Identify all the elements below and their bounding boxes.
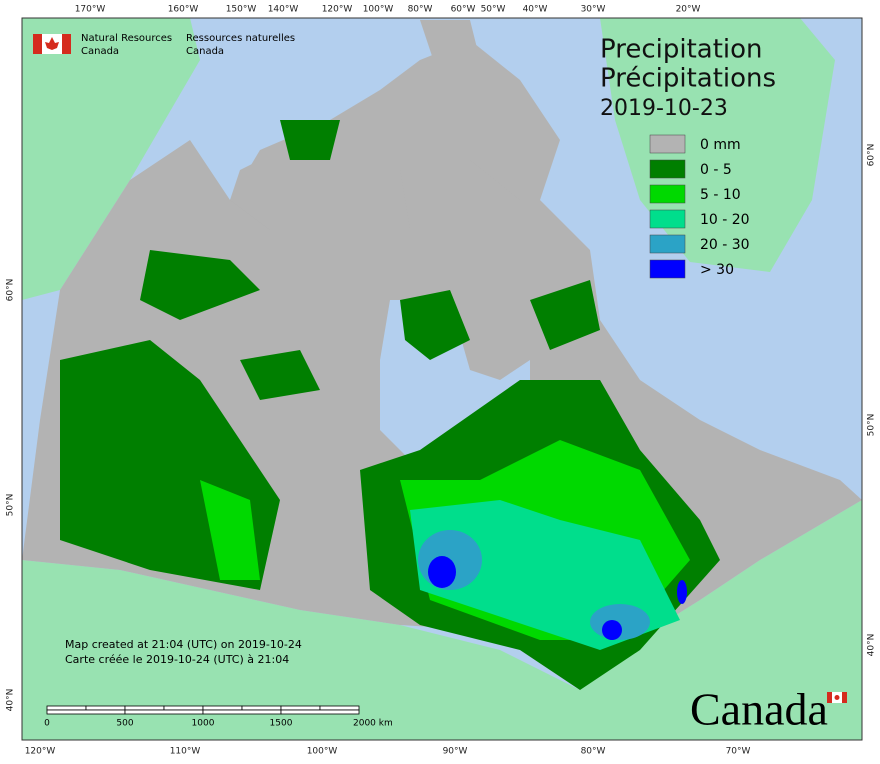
legend-label: > 30 (700, 262, 734, 278)
scale-segment (163, 705, 204, 711)
graticule-label: 20°W (676, 5, 701, 15)
precip-area (280, 120, 340, 160)
legend-swatch (649, 234, 686, 254)
graticule-label: 120°W (322, 5, 353, 15)
scale-segment (46, 705, 87, 711)
flag-band (33, 34, 42, 54)
graticule-label: 70°W (726, 747, 751, 757)
precip-area (602, 620, 622, 640)
legend-swatch (649, 209, 686, 229)
nrcan-signature: Natural Resources Canada Ressources natu… (33, 33, 295, 57)
graticule-label: 50°N (6, 494, 16, 517)
legend: 0 mm 0 - 5 5 - 10 10 - 20 20 - 30 > 30 (649, 134, 750, 279)
graticule-label: 60°W (451, 5, 476, 15)
graticule-label: 90°W (443, 747, 468, 757)
date: 2019-10-23 (600, 96, 728, 121)
org-name: Canada (186, 46, 224, 57)
graticule-label: 150°W (226, 5, 257, 15)
wordmark-flag (842, 692, 847, 703)
legend-label: 10 - 20 (700, 212, 750, 228)
legend-swatch (649, 184, 686, 204)
greenland (600, 18, 835, 272)
graticule-label: 100°W (307, 747, 338, 757)
org-name: Natural Resources (81, 33, 172, 44)
graticule-label: 30°W (581, 5, 606, 15)
legend-swatch (649, 134, 686, 154)
graticule-label: 60°N (867, 144, 877, 167)
note: Carte créée le 2019-10-24 (UTC) à 21:04 (65, 653, 289, 666)
legend-swatch (649, 259, 686, 279)
scale-segment (124, 709, 204, 715)
precip-area (400, 290, 470, 360)
alaska (22, 18, 200, 300)
graticule-label: 80°W (581, 747, 606, 757)
arctic-island (230, 140, 350, 230)
graticule-label: 50°N (867, 414, 877, 437)
graticule-label: 160°W (168, 5, 199, 15)
graticule-label: 80°W (408, 5, 433, 15)
graticule-label: 120°W (25, 747, 56, 757)
graticule: 170°W 160°W 150°W 140°W 120°W 100°W 80°W 60°W 50… (6, 5, 877, 757)
legend-label: 0 mm (700, 137, 741, 153)
arctic-island (400, 160, 520, 240)
scale-bar: 0 500 1000 1500 2000 km (44, 705, 393, 729)
graticule-label: 40°N (6, 689, 16, 712)
graticule-label: 40°W (523, 5, 548, 15)
wordmark-flag (827, 692, 832, 703)
scale-segment (202, 705, 243, 711)
scale-segment (46, 709, 126, 715)
graticule-label: 50°W (481, 5, 506, 15)
graticule-label: 110°W (170, 747, 201, 757)
precip-area (140, 250, 260, 320)
org-name: Canada (81, 46, 119, 57)
graticule-label: 170°W (75, 5, 106, 15)
title: Précipitations (600, 64, 776, 94)
scale-segment (319, 705, 360, 711)
precip-area (677, 580, 687, 604)
graticule-label: 100°W (363, 5, 394, 15)
precip-area (530, 280, 600, 350)
legend-swatch (649, 159, 686, 179)
scale-label: 2000 km (353, 719, 393, 729)
scale-segment (202, 709, 282, 715)
scale-label: 1500 (270, 719, 293, 729)
graticule-label: 60°N (6, 279, 16, 302)
precip-area (240, 350, 320, 400)
note: Map created at 21:04 (UTC) on 2019-10-24 (65, 638, 302, 651)
precip-area (200, 480, 260, 580)
scale-label: 1000 (192, 719, 215, 729)
maple-leaf (45, 37, 59, 50)
flag-band (62, 34, 71, 54)
usa (22, 500, 862, 740)
graticule-label: 40°N (867, 634, 877, 657)
wordmark-flag (834, 695, 840, 700)
scale-segment (280, 709, 360, 715)
precip-area (428, 556, 456, 588)
scale-label: 500 (116, 719, 133, 729)
map-frame (21, 17, 863, 741)
legend-label: 5 - 10 (700, 187, 741, 203)
scale-segment (280, 705, 321, 711)
org-name: Ressources naturelles (186, 33, 295, 44)
graticule-label: 140°W (268, 5, 299, 15)
scale-segment (85, 705, 126, 711)
scale-label: 0 (44, 719, 50, 729)
legend-label: 0 - 5 (700, 162, 732, 178)
title: Precipitation (600, 35, 763, 65)
scale-segment (124, 705, 165, 711)
arctic-island (420, 20, 480, 80)
wordmark: Canada (690, 684, 828, 735)
scale-segment (241, 705, 282, 711)
legend-label: 20 - 30 (700, 237, 750, 253)
